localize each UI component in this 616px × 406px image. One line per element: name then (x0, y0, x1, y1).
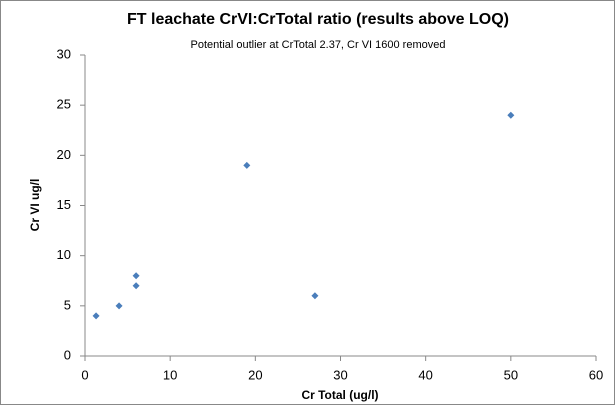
y-tick-label: 10 (57, 247, 71, 262)
point (243, 161, 251, 169)
y-tick-label: 0 (64, 347, 71, 362)
y-tick-label: 15 (57, 197, 71, 212)
point (115, 302, 123, 310)
x-tick-label: 30 (333, 367, 347, 382)
y-tick-label: 20 (57, 147, 71, 162)
x-tick-label: 0 (81, 367, 88, 382)
chart-title: FT leachate CrVI:CrTotal ratio (results … (127, 11, 509, 28)
y-tick-label: 25 (57, 97, 71, 112)
point (132, 282, 140, 290)
x-tick-label: 20 (248, 367, 262, 382)
point (132, 272, 140, 280)
point (92, 312, 100, 320)
y-tick-label: 5 (64, 297, 71, 312)
y-tick-label: 30 (57, 46, 71, 61)
x-tick-label: 40 (418, 367, 432, 382)
y-axis-label: Cr VI ug/l (28, 179, 42, 232)
x-tick-label: 50 (504, 367, 518, 382)
x-axis-label: Cr Total (ug/l) (301, 388, 378, 402)
chart-subtitle: Potential outlier at CrTotal 2.37, Cr VI… (191, 39, 446, 51)
point (507, 111, 515, 119)
x-tick-label: 60 (589, 367, 603, 382)
point (311, 292, 319, 300)
x-tick-label: 10 (163, 367, 177, 382)
